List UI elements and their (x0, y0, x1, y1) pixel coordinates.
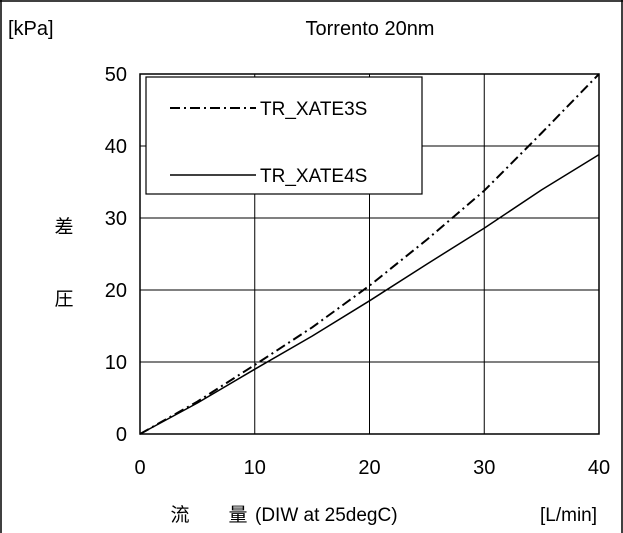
series-line-tr-xate4s (139, 153, 600, 435)
x-tick-label: 30 (473, 457, 495, 479)
x-tick-label: 20 (358, 457, 380, 479)
y-tick-label: 0 (116, 424, 127, 446)
y-tick-label: 40 (105, 136, 127, 158)
y-tick-label: 20 (105, 280, 127, 302)
legend-label-tr-xate3s: TR_XATE3S (260, 99, 367, 120)
x-axis-label-kanji-1: 流 (170, 504, 189, 526)
y-unit-label: [kPa] (8, 18, 54, 40)
y-axis-label-char-2: 圧 (54, 289, 73, 310)
x-tick-labels: 0 10 20 30 40 (134, 457, 610, 479)
x-tick-label: 10 (244, 457, 266, 479)
legend-label-tr-xate4s: TR_XATE4S (260, 166, 367, 187)
x-tick-label: 40 (588, 457, 610, 479)
y-tick-label: 10 (105, 352, 127, 374)
chart-title: Torrento 20nm (306, 18, 435, 40)
x-unit-label: [L/min] (540, 505, 597, 526)
y-axis-label-char-1: 差 (54, 216, 73, 238)
x-axis-label-detail: (DIW at 25degC) (255, 505, 398, 526)
y-tick-label: 50 (105, 64, 127, 86)
series-layer (139, 73, 600, 435)
y-tick-label: 30 (105, 208, 127, 230)
x-tick-label: 0 (134, 457, 145, 479)
plot-area-border (139, 73, 600, 435)
legend: TR_XATE3S TR_XATE4S (145, 76, 423, 195)
x-axis-label-kanji-2: 量 (228, 505, 247, 526)
series-line-tr-xate3s (139, 73, 600, 435)
y-tick-labels: 0 10 20 30 40 50 (105, 64, 127, 446)
